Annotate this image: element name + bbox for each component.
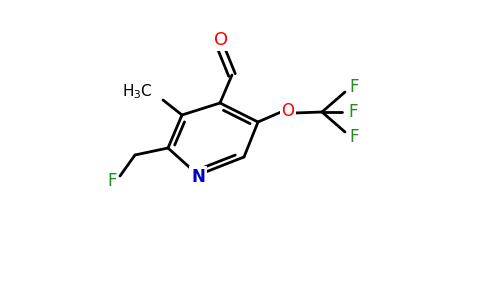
Text: F: F (348, 103, 358, 121)
Text: N: N (191, 168, 205, 186)
Text: F: F (107, 172, 117, 190)
Text: O: O (282, 102, 294, 120)
Text: O: O (214, 31, 228, 49)
Text: F: F (349, 128, 359, 146)
Text: H$_3$C: H$_3$C (122, 82, 153, 101)
Text: F: F (349, 78, 359, 96)
